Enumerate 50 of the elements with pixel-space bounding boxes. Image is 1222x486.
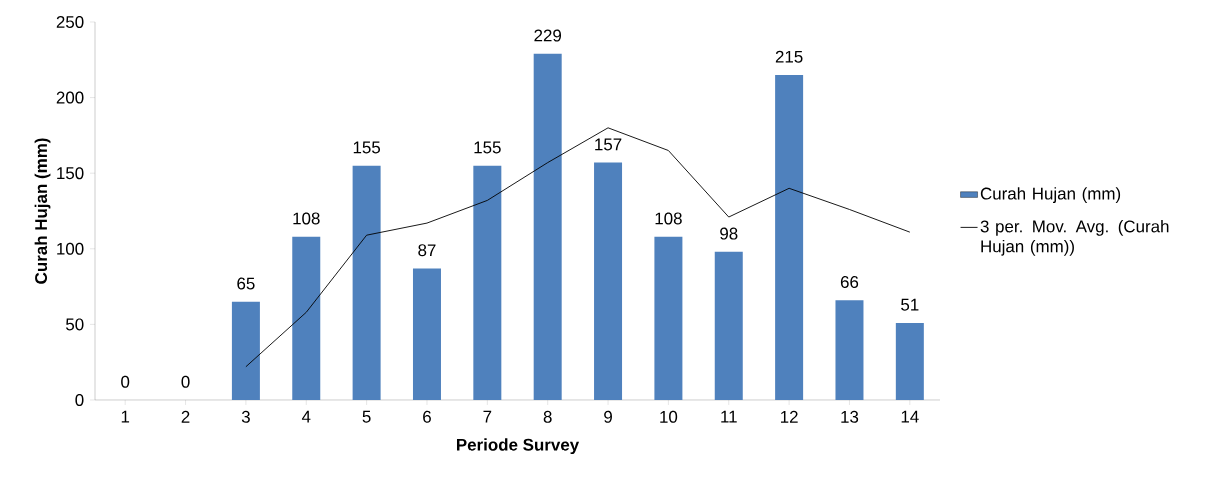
y-tick-label: 250 <box>56 15 84 28</box>
y-tick-label: 150 <box>57 167 84 180</box>
x-tick-label: 6 <box>423 410 431 423</box>
data-label: 108 <box>655 212 682 225</box>
y-tick-label: 0 <box>75 393 84 406</box>
bar <box>654 236 683 400</box>
bar <box>714 251 743 400</box>
x-tick-label: 10 <box>660 410 678 423</box>
bar <box>594 162 623 400</box>
bar <box>775 74 804 400</box>
data-label: 155 <box>474 141 501 154</box>
x-tick-label: 14 <box>901 410 919 423</box>
data-label: 157 <box>595 138 622 151</box>
legend-label: 3 per. Mov. Avg. (Curah Hujan (mm)) <box>980 219 1169 256</box>
bar <box>412 268 441 400</box>
y-axis-title: Curah Hujan (mm) <box>34 138 51 284</box>
y-tick-label: 200 <box>56 91 84 104</box>
bar <box>352 165 381 400</box>
y-tick-label: 50 <box>66 318 84 331</box>
x-tick-label: 8 <box>543 410 552 423</box>
data-label: 87 <box>418 244 436 257</box>
data-label: 65 <box>237 277 255 290</box>
y-tick-label: 100 <box>57 242 84 255</box>
x-tick-label: 13 <box>841 410 859 423</box>
data-label: 0 <box>121 375 130 388</box>
data-label: 108 <box>293 212 320 225</box>
bar <box>292 236 321 400</box>
bar <box>835 300 864 400</box>
data-label: 98 <box>720 227 738 240</box>
legend-label: Curah Hujan (mm) <box>980 187 1121 203</box>
x-tick-label: 9 <box>604 410 612 423</box>
bar <box>533 53 562 400</box>
x-tick-label: 1 <box>121 410 130 423</box>
x-tick-label: 2 <box>181 410 190 423</box>
data-label: 229 <box>534 29 562 42</box>
data-label: 155 <box>353 141 381 154</box>
data-label: 215 <box>775 50 803 63</box>
x-tick-label: 12 <box>781 410 798 423</box>
data-label: 0 <box>181 375 190 388</box>
x-tick-label: 11 <box>721 410 737 423</box>
bar <box>473 165 502 400</box>
x-tick-label: 4 <box>301 410 311 423</box>
x-tick-label: 5 <box>362 410 371 423</box>
data-label: 66 <box>840 276 859 288</box>
data-label: 51 <box>901 298 919 311</box>
bar <box>231 301 260 400</box>
x-tick-label: 7 <box>483 410 492 423</box>
bar <box>895 322 924 400</box>
x-axis-title: Periode Survey <box>456 438 580 455</box>
x-tick-label: 3 <box>241 410 250 423</box>
